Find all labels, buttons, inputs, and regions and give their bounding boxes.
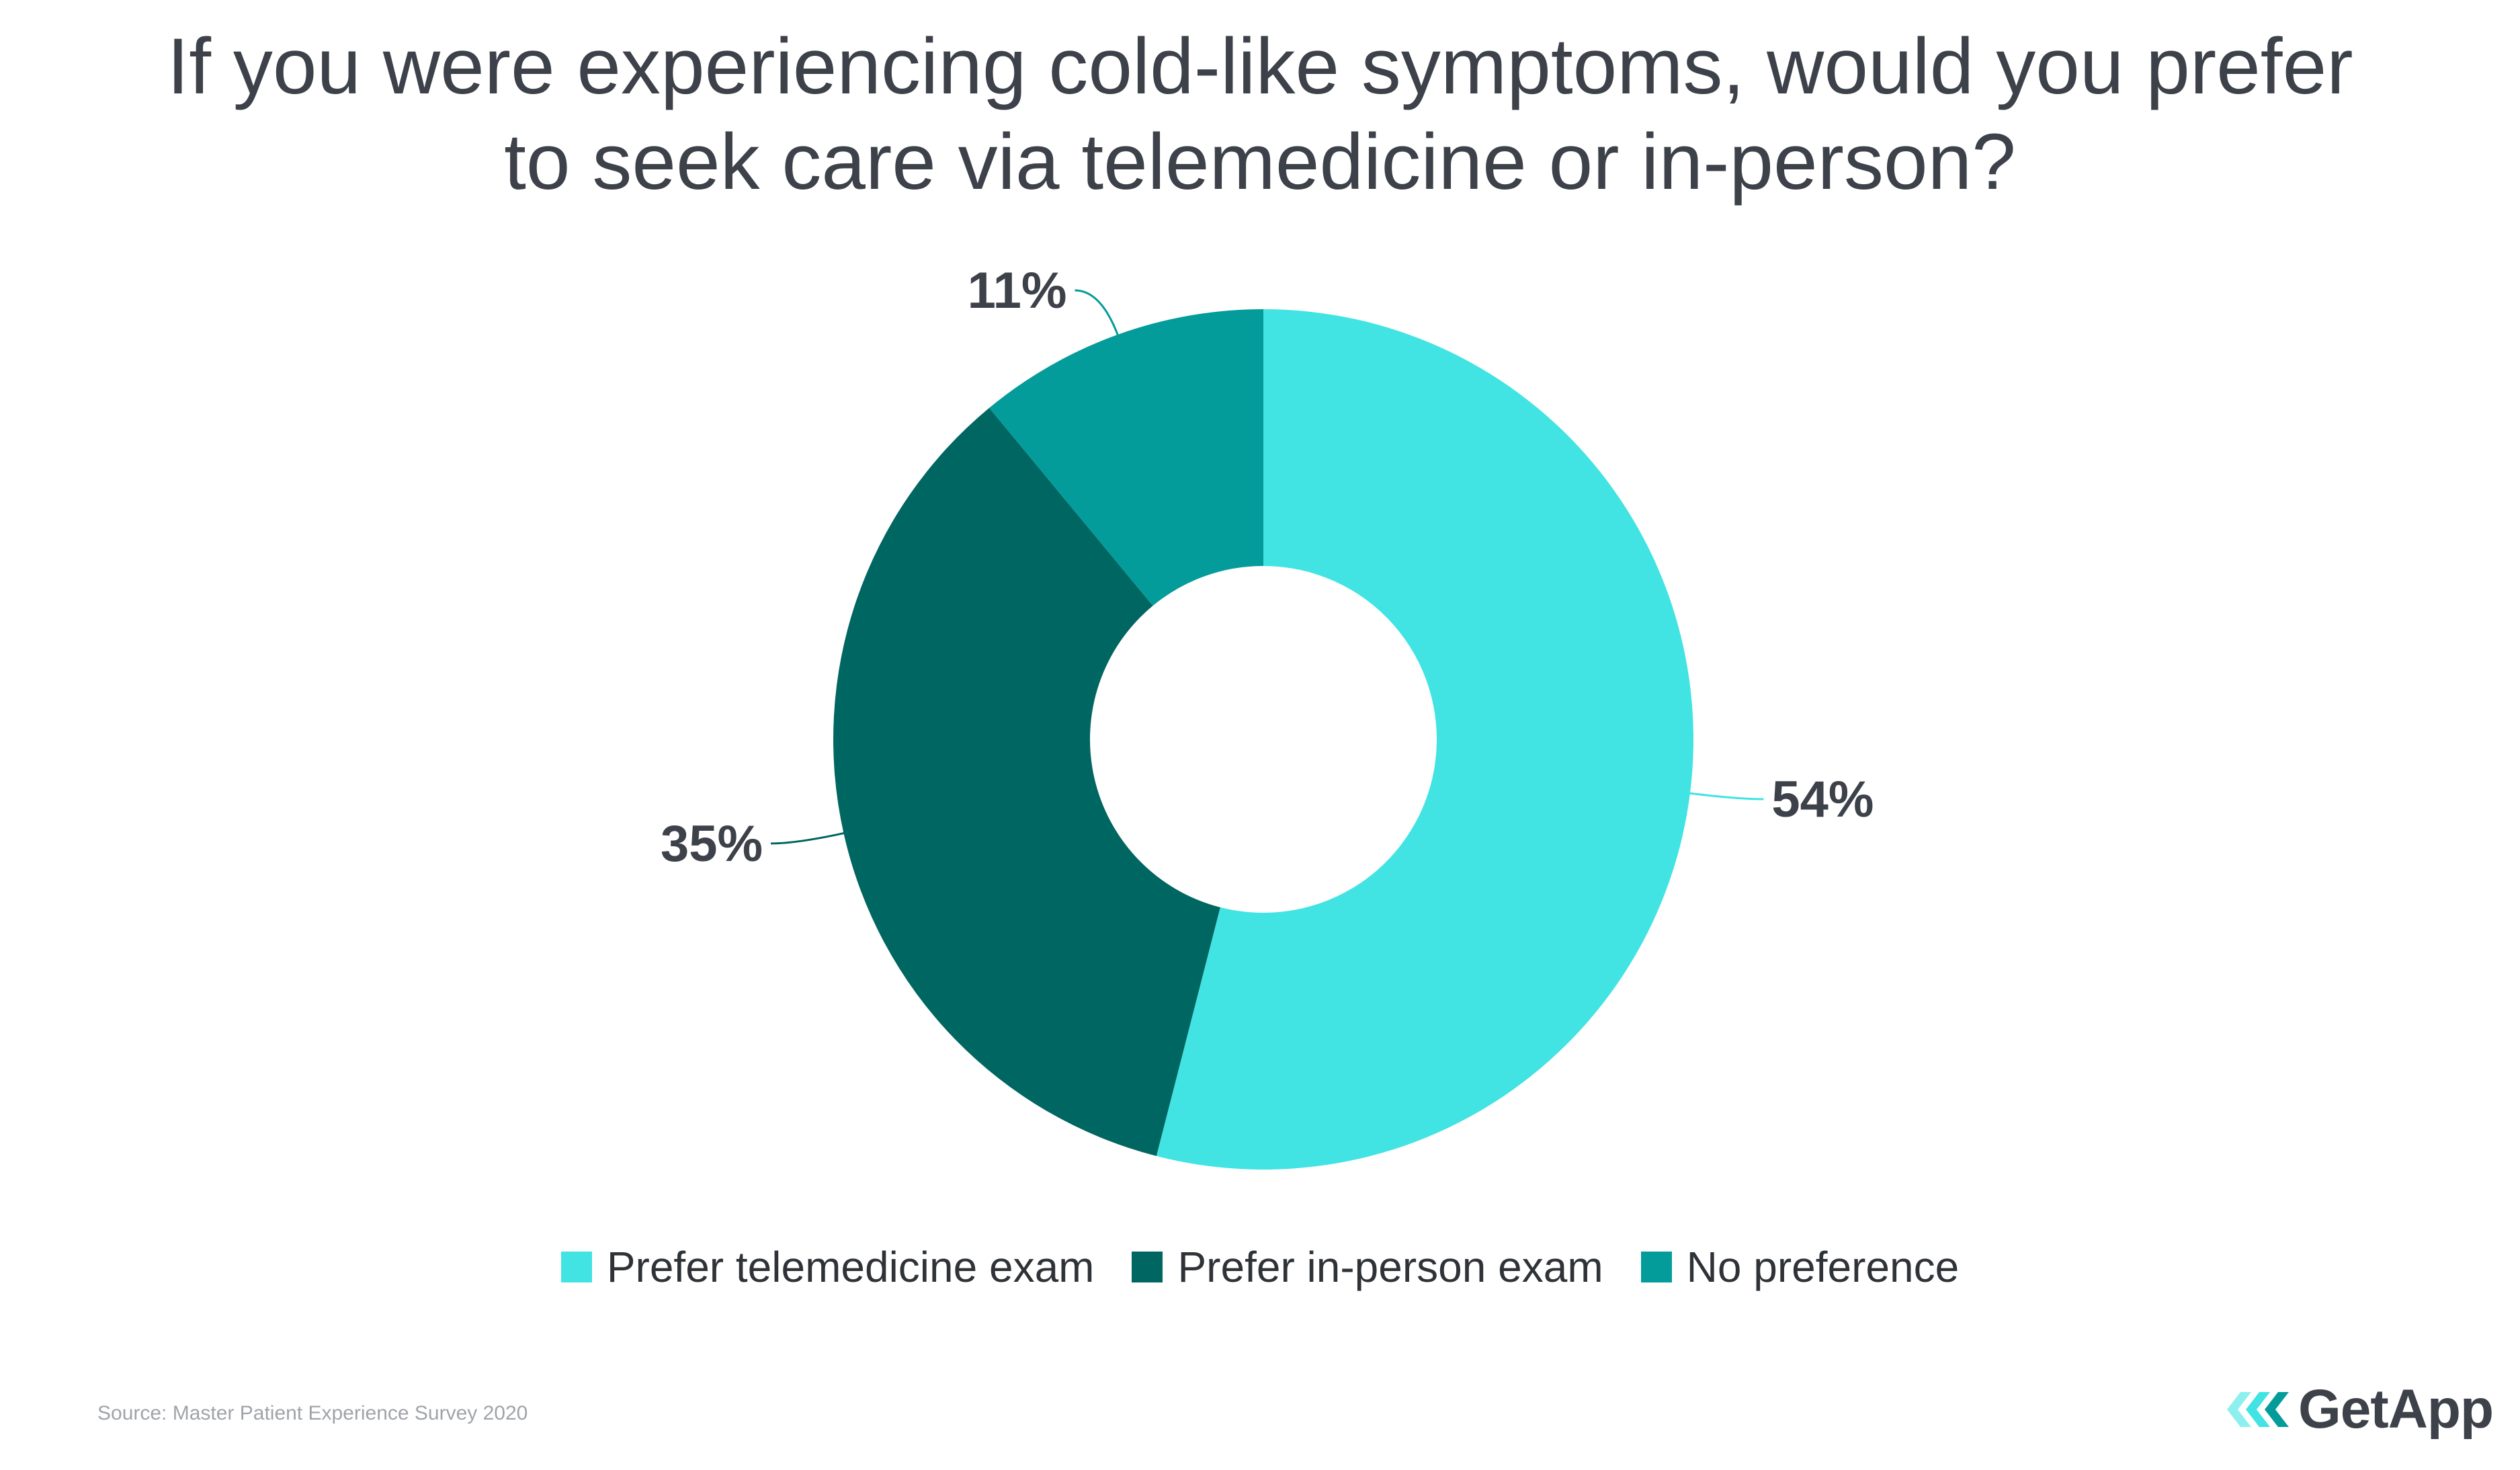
source-note: Source: Master Patient Experience Survey… [97,1402,528,1424]
legend-swatch-telemedicine [560,1252,592,1282]
legend-item-in-person: Prefer in-person exam [1132,1242,1603,1292]
legend-label-telemedicine: Prefer telemedicine exam [606,1243,1095,1291]
leader-line-telemedicine [1685,791,1764,801]
leader-lines [771,289,1764,845]
donut-slice-no-preference [989,309,1263,606]
chart-title-line-2: to seek care via telemedicine or in-pers… [504,118,2016,206]
donut-slice-in-person [833,407,1220,1156]
legend-swatch-in-person [1132,1252,1163,1282]
data-label-in-person: 35% [661,815,763,872]
getapp-wordmark: GetApp [2298,1379,2494,1440]
data-labels: 54% 35% 11% [661,262,1874,872]
donut-slices [833,309,1693,1170]
legend: Prefer telemedicine exam Prefer in-perso… [0,1242,2520,1292]
leader-line-no-preference [1075,289,1120,339]
legend-item-telemedicine: Prefer telemedicine exam [560,1242,1095,1292]
getapp-logo: GetApp [2224,1378,2494,1441]
getapp-chevrons-icon [2227,1392,2289,1427]
leader-line-in-person [771,831,848,845]
data-label-no-preference: 11% [968,262,1067,319]
chart-title-line-1: If you were experiencing cold-like sympt… [167,22,2353,111]
chart-title: If you were experiencing cold-like sympt… [0,19,2520,210]
legend-swatch-no-preference [1640,1252,1672,1282]
legend-label-in-person: Prefer in-person exam [1177,1243,1603,1291]
legend-label-no-preference: No preference [1686,1243,1960,1291]
data-label-telemedicine: 54% [1771,771,1874,828]
donut-slice-telemedicine [1156,309,1693,1170]
legend-item-no-preference: No preference [1640,1242,1960,1292]
